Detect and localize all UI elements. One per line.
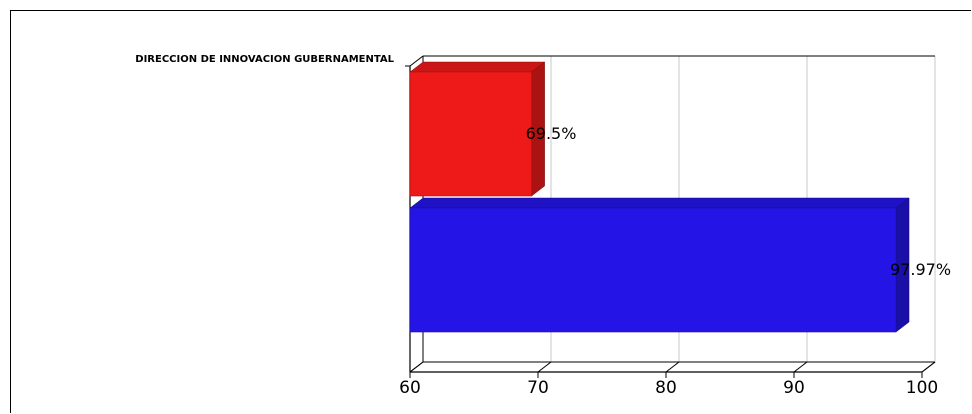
x-tick-label: 90	[783, 378, 805, 398]
bars	[409, 61, 910, 333]
y-axis-depth-top	[409, 55, 424, 67]
x-tick-label: 60	[399, 378, 421, 398]
data-label: 97.97%	[890, 260, 951, 279]
chart-frame	[10, 10, 971, 413]
x-tick-depth-90	[793, 361, 808, 373]
bar	[409, 207, 897, 333]
x-tick-depth-100	[921, 361, 936, 373]
x-tick-label: 100	[906, 378, 938, 398]
x-tick-depth-60	[409, 361, 424, 373]
category-label: DIRECCION DE INNOVACION GUBERNAMENTAL	[135, 54, 394, 65]
x-tick-depth-70	[537, 361, 552, 373]
data-label: 69.5%	[526, 124, 577, 143]
bar-top-face	[409, 61, 546, 73]
x-tick-depth-80	[665, 361, 680, 373]
x-tick-label: 80	[655, 378, 677, 398]
bar-top-face	[409, 197, 910, 209]
bar	[409, 71, 532, 197]
x-tick-label: 70	[527, 378, 549, 398]
labels: 60 70 80 90 100 DIRECCION DE INNOVACION GUBER…	[135, 54, 951, 398]
